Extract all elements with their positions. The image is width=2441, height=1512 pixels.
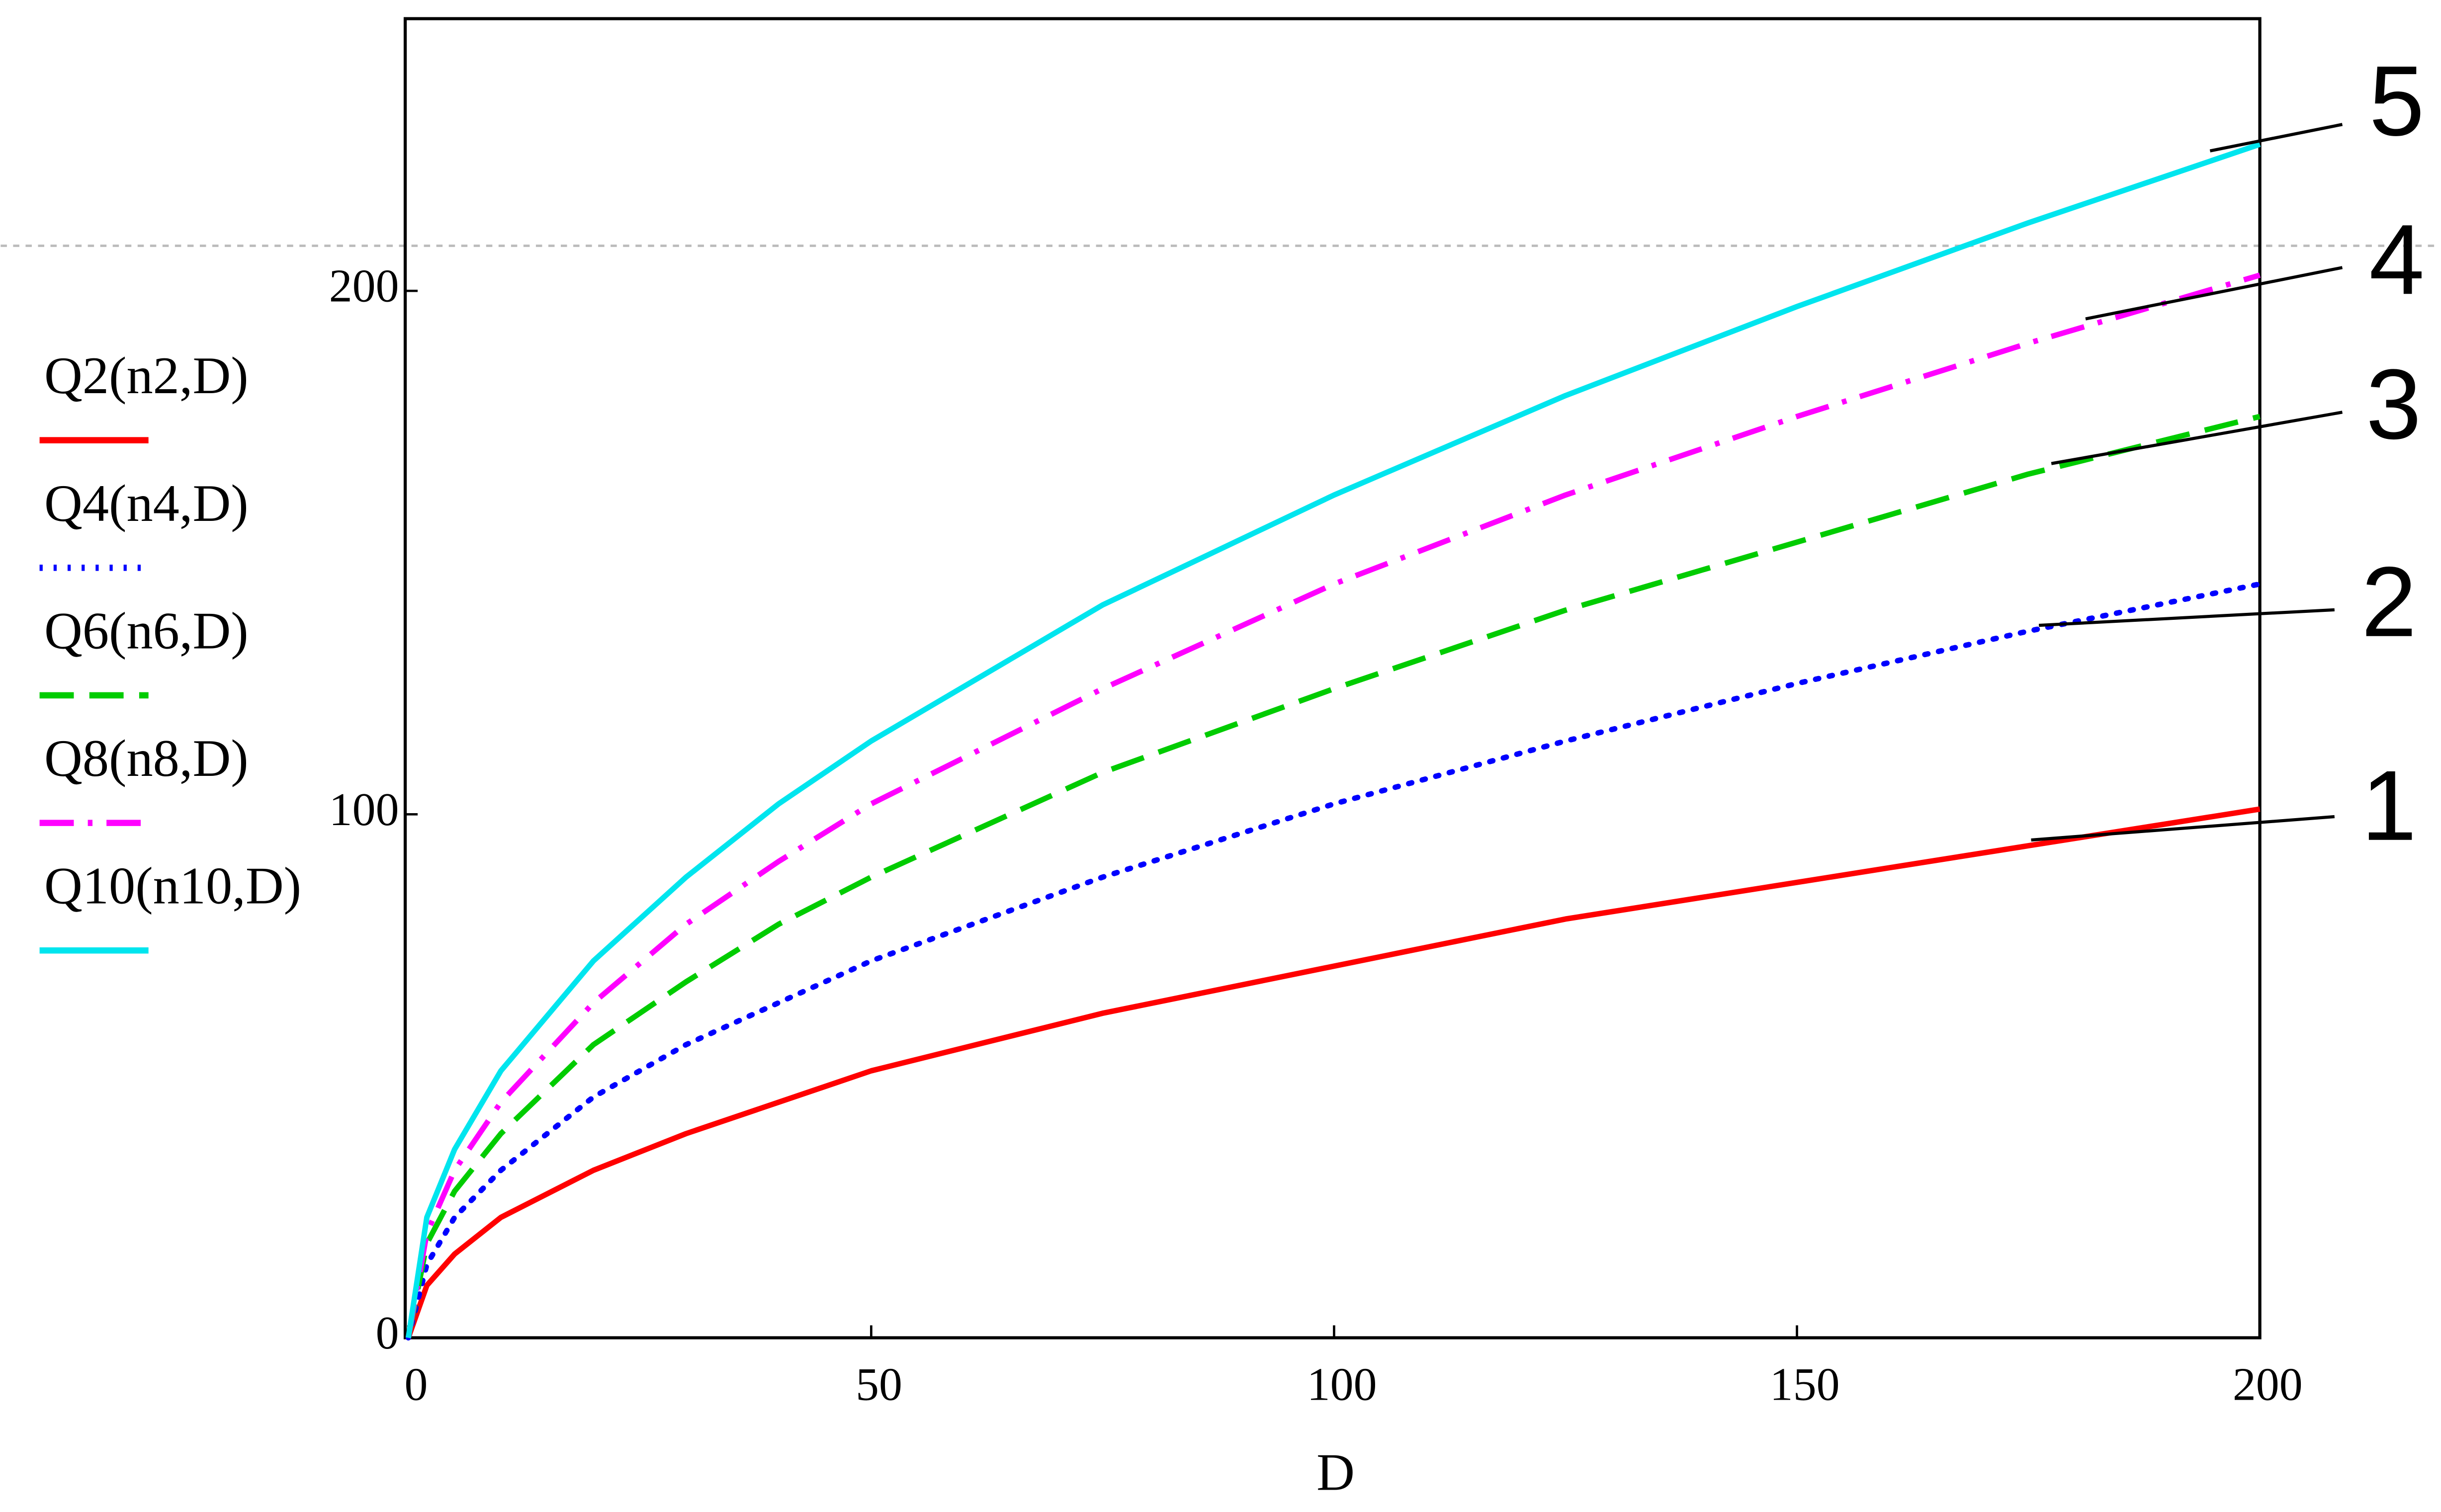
series-line xyxy=(405,272,2261,1339)
y-tick-label: 200 xyxy=(329,260,399,312)
series-line xyxy=(406,806,2261,1339)
legend-label: Q4(n4,D) xyxy=(44,474,249,533)
legend-label: Q8(n8,D) xyxy=(44,729,249,788)
curve-number: 3 xyxy=(2366,349,2421,460)
y-tick-label: 100 xyxy=(329,784,399,836)
x-tick-label: 50 xyxy=(856,1358,902,1410)
legend-label: Q10(n10,D) xyxy=(44,857,301,916)
plot-frame xyxy=(403,17,2262,1340)
series-line xyxy=(405,414,2261,1339)
curve-number: 4 xyxy=(2369,204,2424,315)
leader-line xyxy=(2209,123,2343,153)
legend-label: Q6(n6,D) xyxy=(44,601,249,660)
leader-line xyxy=(2031,815,2335,842)
curve-number: 2 xyxy=(2361,547,2417,658)
series-line xyxy=(405,581,2263,1341)
curve-number: 1 xyxy=(2361,751,2417,861)
x-axis-label: D xyxy=(1316,1443,1355,1502)
x-tick-label: 0 xyxy=(405,1358,428,1410)
x-tick-label: 200 xyxy=(2233,1358,2303,1410)
legend-label: Q2(n2,D) xyxy=(44,346,249,405)
leader-line xyxy=(2039,608,2335,627)
leader-line xyxy=(2051,411,2343,465)
y-tick-label: 0 xyxy=(376,1307,399,1359)
series-line xyxy=(405,142,2261,1339)
curve-number: 5 xyxy=(2369,46,2424,157)
x-tick-label: 150 xyxy=(1770,1358,1840,1410)
leader-line xyxy=(2085,266,2343,321)
x-tick-label: 100 xyxy=(1307,1358,1377,1410)
